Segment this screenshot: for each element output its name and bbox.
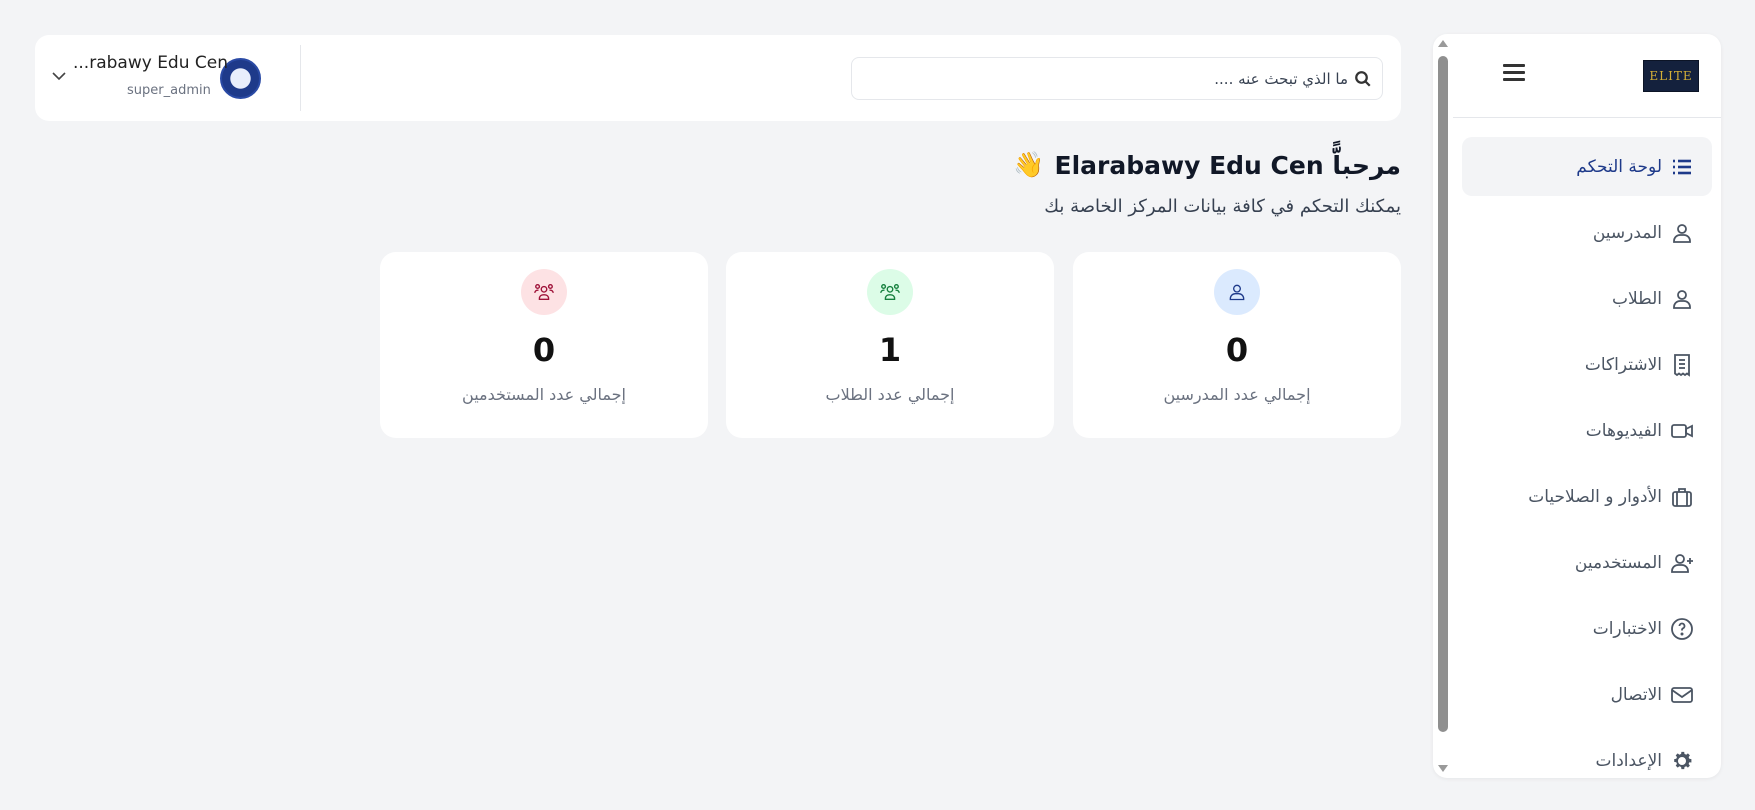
sidebar-item-label: لوحة التحكم bbox=[1576, 156, 1662, 177]
sidebar-item-label: الأدوار و الصلاحيات bbox=[1528, 486, 1662, 507]
user-plus-icon bbox=[1671, 553, 1693, 573]
user-icon bbox=[1673, 289, 1691, 309]
sidebar-item-label: الاشتراكات bbox=[1584, 354, 1662, 375]
sidebar-item-contact[interactable]: الاتصال bbox=[1462, 665, 1712, 724]
sidebar-item-label: المستخدمين bbox=[1574, 552, 1662, 573]
stat-value: 1 bbox=[878, 331, 902, 369]
user-icon bbox=[1673, 223, 1691, 243]
stat-label: إجمالي عدد المدرسين bbox=[1163, 385, 1311, 404]
sidebar-item-exams[interactable]: الاختبارات bbox=[1462, 599, 1712, 658]
user-name[interactable]: ...rabawy Edu Cen bbox=[73, 53, 229, 73]
sidebar-item-settings[interactable]: الإعدادات bbox=[1462, 731, 1712, 778]
top-header: ...rabawy Edu Cen super_admin bbox=[35, 35, 1401, 121]
sidebar-item-label: الطلاب bbox=[1612, 288, 1662, 309]
video-icon bbox=[1671, 423, 1693, 438]
receipt-icon bbox=[1674, 353, 1690, 377]
sidebar-item-label: الاختبارات bbox=[1592, 618, 1662, 639]
page-subtitle: يمكنك التحكم في كافة بيانات المركز الخاص… bbox=[1044, 196, 1401, 217]
stat-card-teachers: 0 إجمالي عدد المدرسين bbox=[1073, 252, 1401, 438]
sidebar-scrollbar[interactable] bbox=[1437, 34, 1449, 778]
sidebar-item-users[interactable]: المستخدمين bbox=[1462, 533, 1712, 592]
chevron-down-icon[interactable] bbox=[52, 69, 66, 83]
waving-hand-icon: 👋 bbox=[1013, 150, 1045, 179]
question-circle-icon bbox=[1671, 617, 1693, 640]
sidebar-item-students[interactable]: الطلاب bbox=[1462, 269, 1712, 328]
search-input[interactable] bbox=[862, 69, 1348, 88]
search-box[interactable] bbox=[851, 57, 1383, 100]
sidebar-item-videos[interactable]: الفيديوهات bbox=[1462, 401, 1712, 460]
menu-toggle-icon[interactable] bbox=[1503, 64, 1525, 84]
stat-value: 0 bbox=[532, 331, 556, 369]
user-icon bbox=[1214, 269, 1260, 315]
envelope-icon bbox=[1671, 686, 1693, 703]
user-role: super_admin bbox=[127, 83, 211, 98]
users-group-icon bbox=[521, 269, 567, 315]
sidebar-header: ELITE bbox=[1453, 34, 1721, 118]
sidebar-item-label: المدرسين bbox=[1592, 222, 1662, 243]
stat-card-students: 1 إجمالي عدد الطلاب bbox=[726, 252, 1054, 438]
sidebar-item-teachers[interactable]: المدرسين bbox=[1462, 203, 1712, 262]
sidebar-item-label: الإعدادات bbox=[1595, 750, 1662, 771]
search-icon bbox=[1355, 70, 1371, 87]
title-text: مرحباًّّّ Elarabawy Edu Cen bbox=[1054, 150, 1402, 180]
stat-label: إجمالي عدد الطلاب bbox=[825, 385, 955, 404]
sidebar-item-label: الفيديوهات bbox=[1585, 420, 1662, 441]
avatar[interactable] bbox=[220, 58, 261, 99]
sidebar-item-label: الاتصال bbox=[1610, 684, 1662, 705]
gear-icon bbox=[1674, 751, 1692, 769]
stat-label: إجمالي عدد المستخدمين bbox=[462, 385, 626, 404]
header-divider bbox=[300, 45, 301, 111]
briefcase-icon bbox=[1672, 487, 1692, 507]
sidebar-item-dashboard[interactable]: لوحة التحكم bbox=[1462, 137, 1712, 196]
logo: ELITE bbox=[1643, 60, 1699, 92]
sidebar-item-roles[interactable]: الأدوار و الصلاحيات bbox=[1462, 467, 1712, 526]
stat-value: 0 bbox=[1225, 331, 1249, 369]
list-icon bbox=[1673, 159, 1691, 174]
sidebar-nav: لوحة التحكم المدرسين الطلاب الاشتراكات ا… bbox=[1462, 137, 1712, 778]
users-group-icon bbox=[867, 269, 913, 315]
page-title: مرحباًّّّ Elarabawy Edu Cen 👋 bbox=[1013, 150, 1401, 180]
sidebar-item-subscriptions[interactable]: الاشتراكات bbox=[1462, 335, 1712, 394]
sidebar: ELITE لوحة التحكم المدرسين الطلاب الاشتر… bbox=[1433, 34, 1721, 778]
stat-card-users: 0 إجمالي عدد المستخدمين bbox=[380, 252, 708, 438]
